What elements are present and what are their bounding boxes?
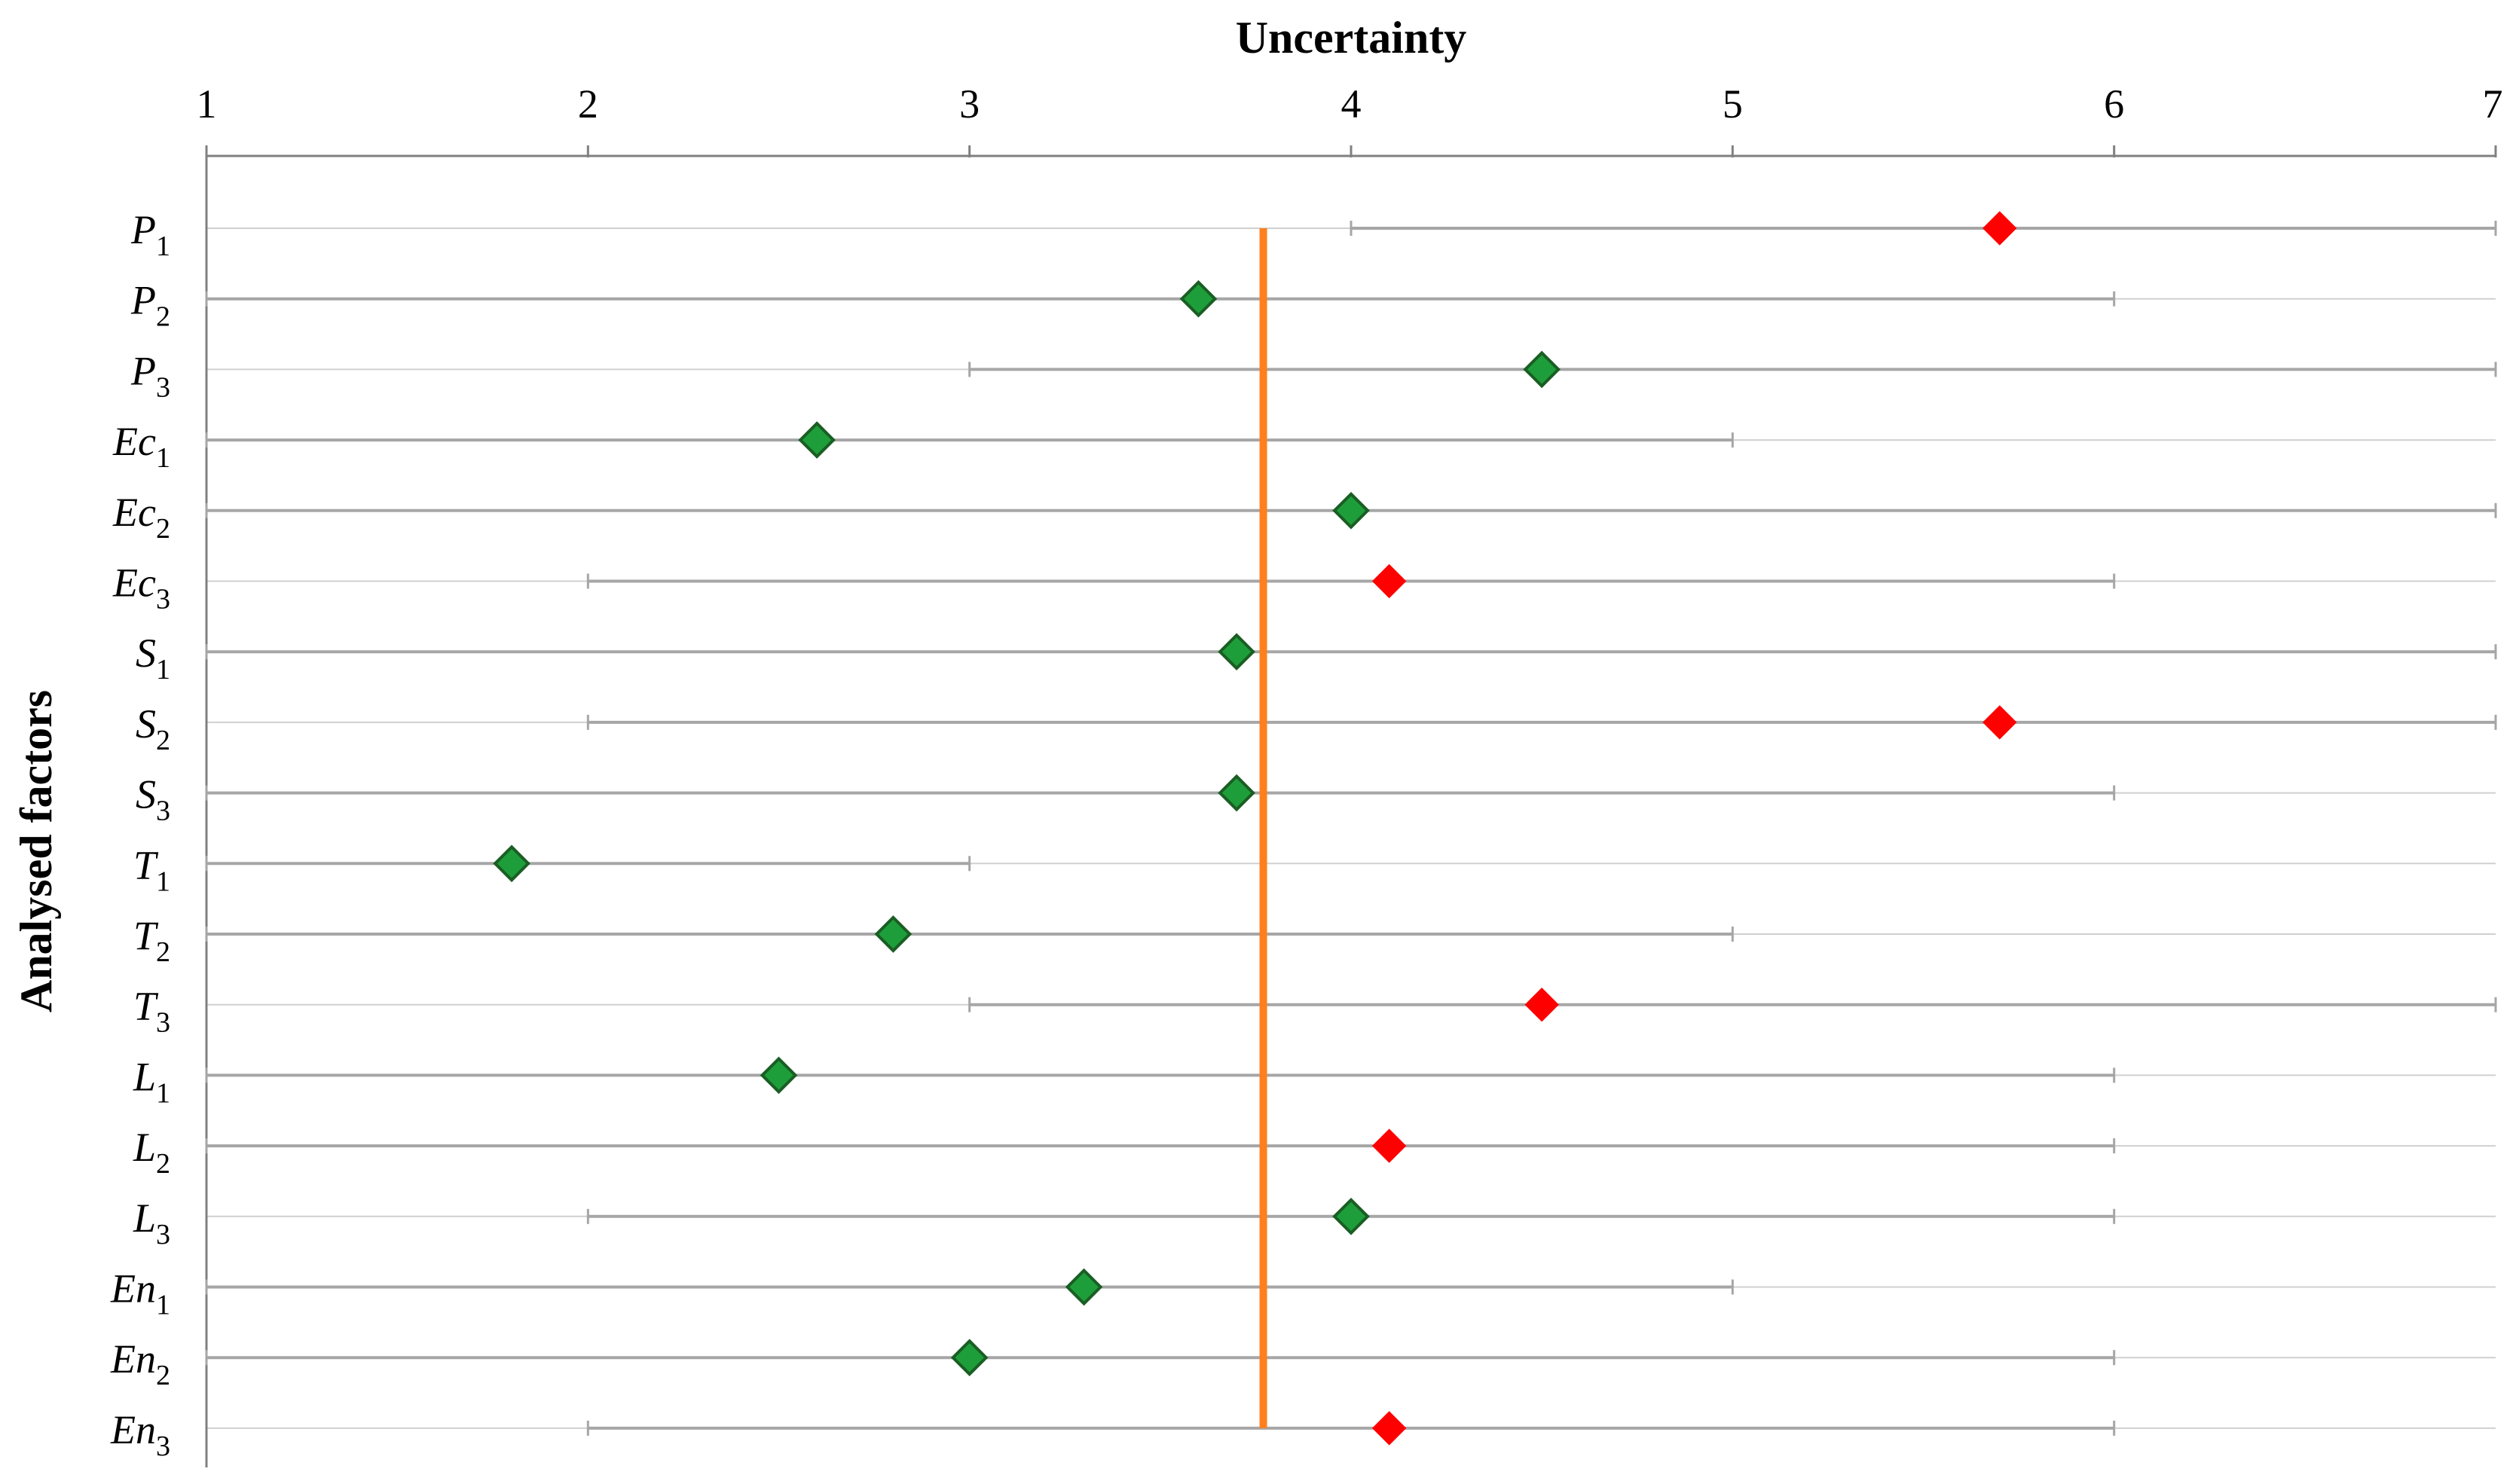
- category-labels: P1 P2 P3 Ec1 Ec2 Ec3 S1 S2 S3 T1 T2 T3 L1 L2 L3 En1 En2 E…: [110, 207, 170, 1462]
- category-label: S1: [136, 631, 170, 686]
- data-point-marker: [874, 915, 913, 953]
- x-axis: 1 2 3 4 5 6 7: [197, 81, 2503, 1467]
- x-tick-label: 4: [1341, 81, 1362, 127]
- data-point-marker: [1982, 211, 2017, 246]
- category-label: P3: [130, 348, 170, 403]
- category-label: Ec1: [112, 419, 170, 474]
- category-label: En3: [110, 1407, 170, 1462]
- data-point-marker: [1332, 1197, 1370, 1235]
- category-label: Ec3: [112, 560, 170, 615]
- category-label: Ec2: [112, 490, 170, 545]
- x-tick-label: 1: [197, 81, 217, 127]
- data-point-marker: [760, 1056, 798, 1095]
- category-label: S2: [136, 701, 170, 756]
- category-label: L2: [133, 1125, 170, 1180]
- markers: [493, 211, 2017, 1446]
- data-point-marker: [1332, 491, 1370, 530]
- data-point-marker: [1523, 350, 1561, 389]
- x-tick-label: 5: [1723, 81, 1743, 127]
- data-point-marker: [950, 1339, 989, 1377]
- category-label: T1: [133, 842, 170, 897]
- data-point-marker: [1371, 1411, 1407, 1446]
- data-point-marker: [1218, 633, 1255, 671]
- range-lines: [205, 221, 2497, 1436]
- data-point-marker: [1065, 1268, 1103, 1306]
- category-label: P1: [130, 207, 170, 262]
- category-label: En2: [110, 1336, 170, 1391]
- data-point-marker: [1982, 705, 2017, 740]
- data-point-marker: [1524, 987, 1559, 1022]
- data-point-marker: [798, 421, 836, 459]
- x-tick-label: 6: [2104, 81, 2124, 127]
- category-label: L3: [133, 1195, 170, 1250]
- data-point-marker: [1371, 563, 1407, 599]
- data-point-marker: [1371, 1128, 1407, 1163]
- x-tick-label: 2: [578, 81, 598, 127]
- x-tick-label: 3: [959, 81, 980, 127]
- category-label: L1: [133, 1054, 170, 1109]
- category-label: P2: [130, 278, 170, 333]
- y-axis-title: Analysed factors: [11, 690, 61, 1012]
- category-label: T3: [133, 984, 170, 1039]
- x-tick-label: 7: [2483, 81, 2503, 127]
- x-axis-title: Uncertainty: [1236, 13, 1467, 63]
- category-label: En1: [110, 1266, 170, 1321]
- grid-lines: [206, 227, 2496, 1429]
- data-point-marker: [1179, 279, 1218, 318]
- data-point-marker: [1218, 774, 1255, 812]
- category-label: T2: [133, 913, 170, 968]
- data-point-marker: [493, 844, 530, 883]
- category-label: S3: [136, 772, 170, 827]
